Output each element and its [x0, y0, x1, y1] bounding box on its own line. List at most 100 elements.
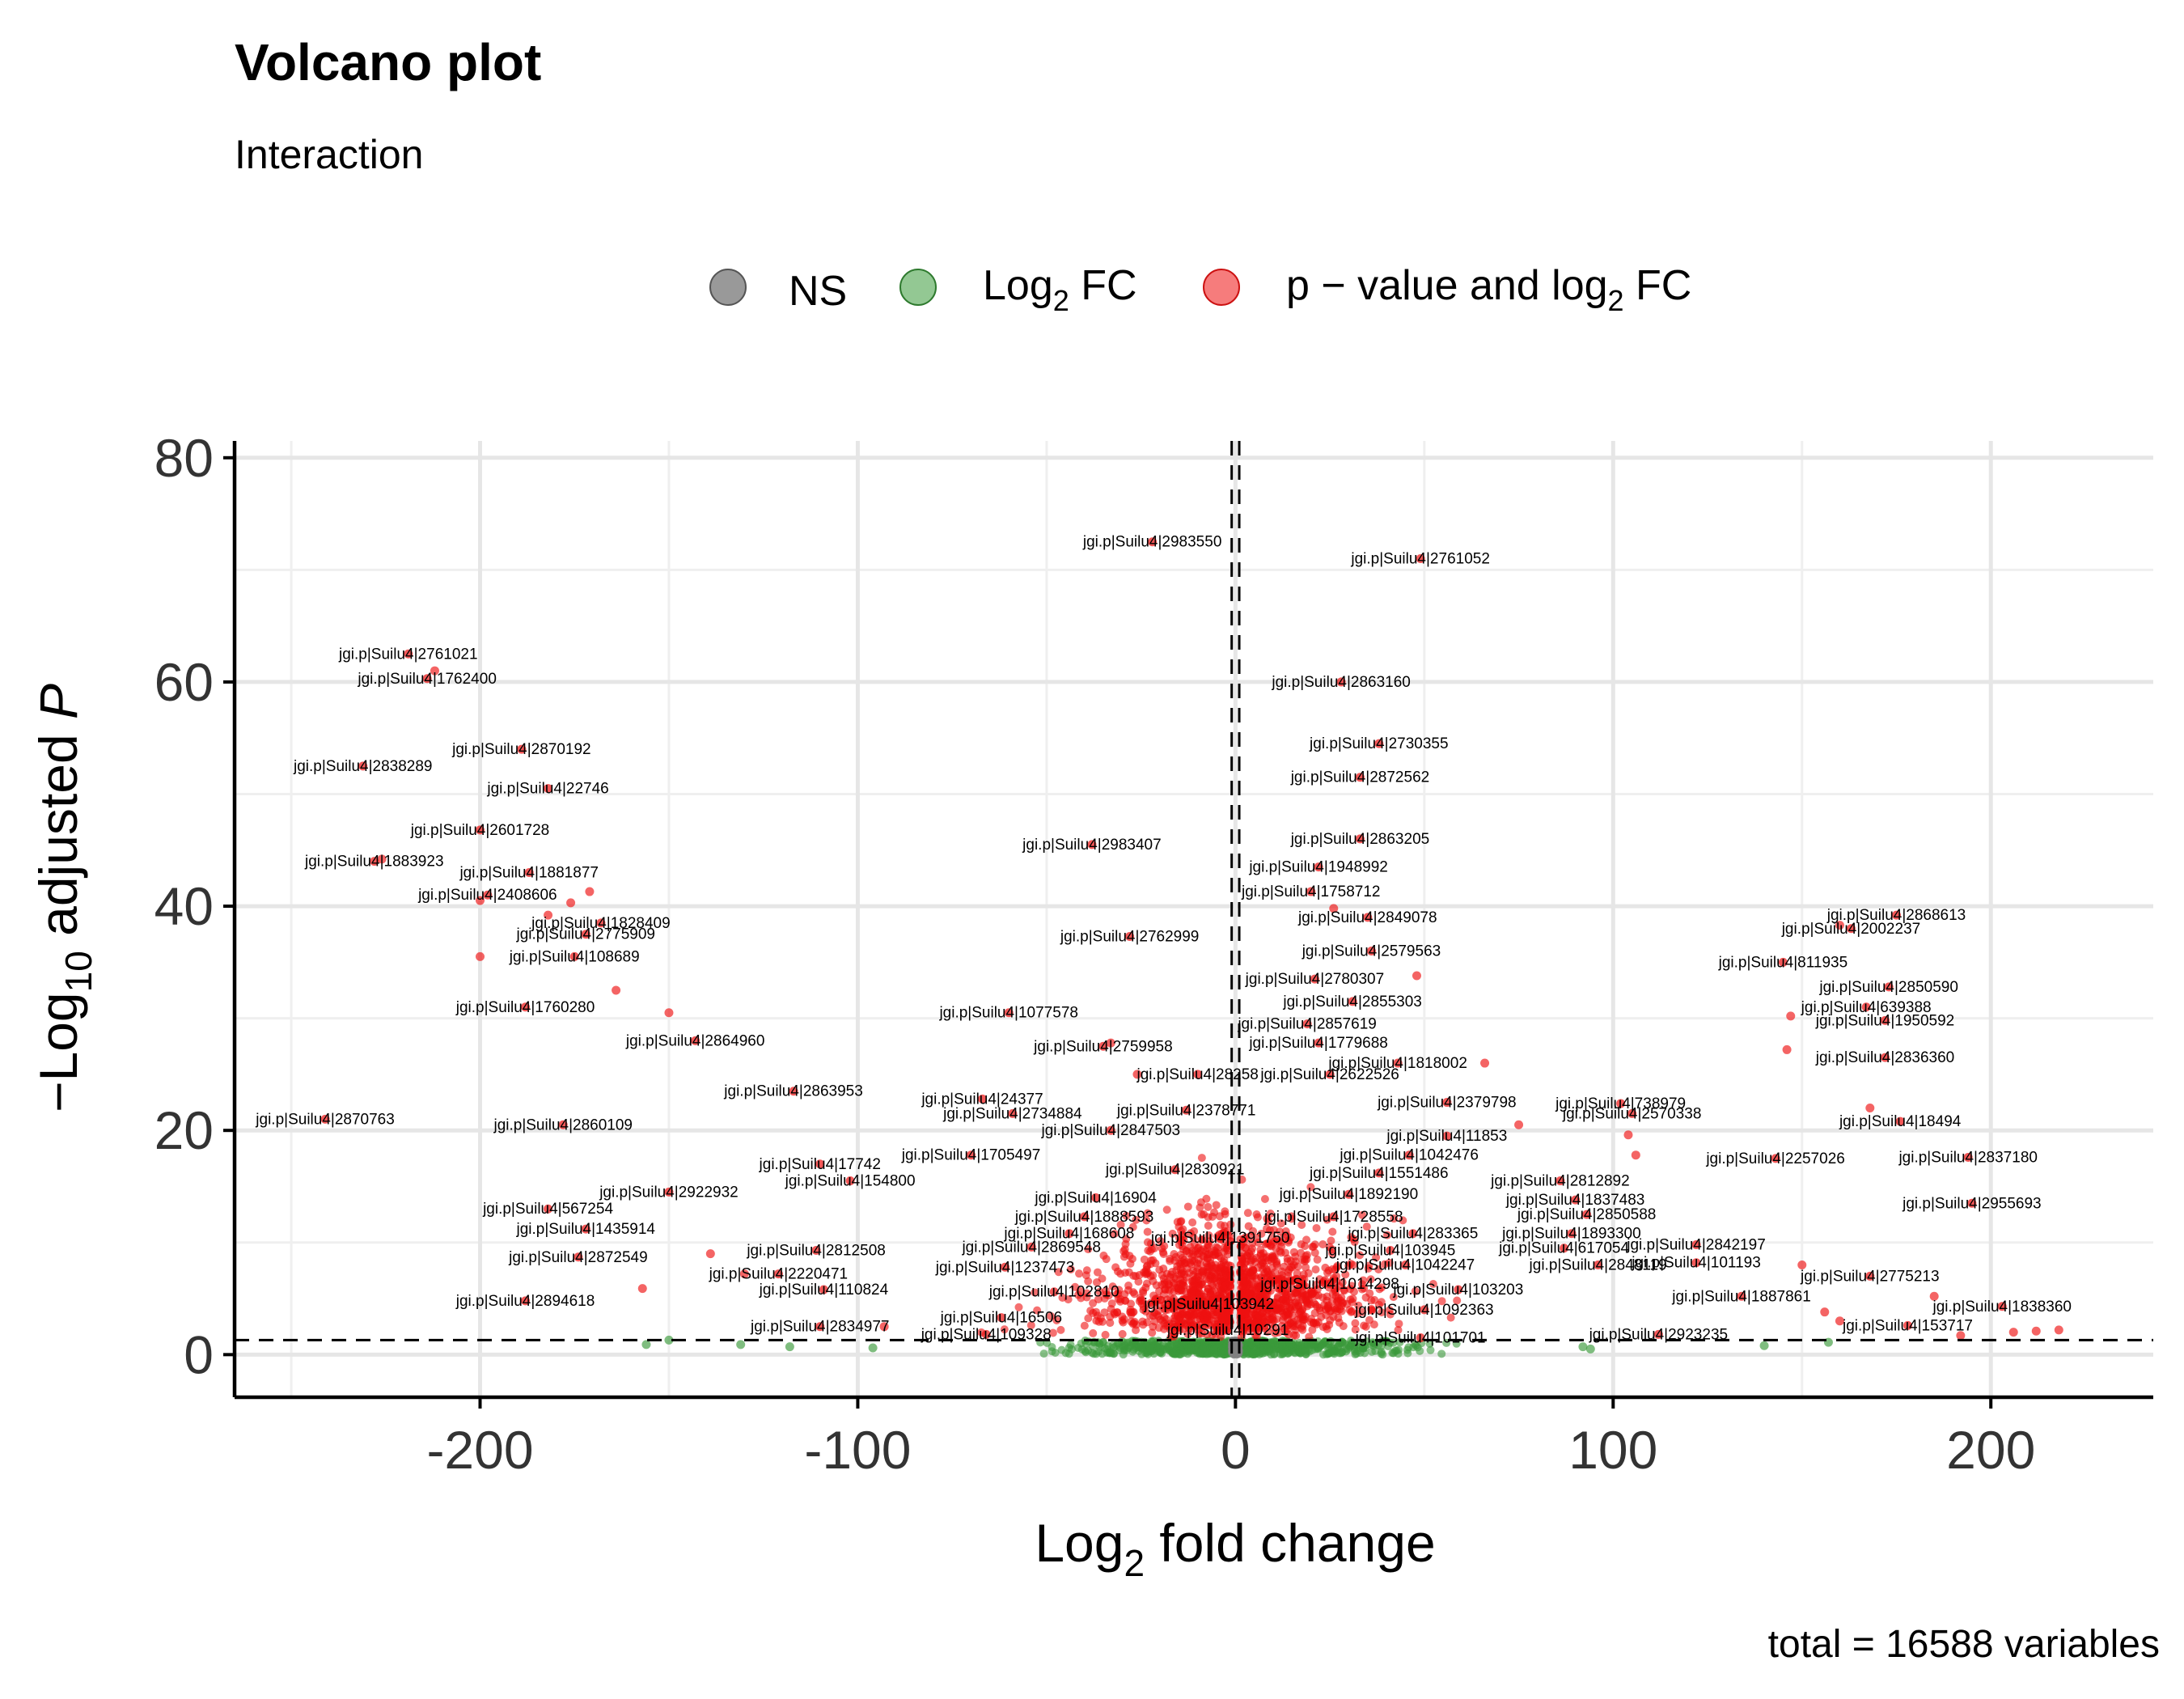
- point-sig: [1077, 1294, 1086, 1303]
- point-sig: [1328, 1227, 1337, 1236]
- point-log2fc: [785, 1342, 794, 1352]
- point-log2fc: [1578, 1342, 1588, 1352]
- point-sig: [1132, 1326, 1141, 1335]
- labeled-point: [1204, 1299, 1214, 1309]
- point-label: jgi.p|Suilu4|2855303: [1282, 994, 1422, 1011]
- point-sig: [1299, 1270, 1308, 1279]
- point-sig: [1118, 1312, 1127, 1321]
- point-sig: [1100, 1308, 1109, 1317]
- point-label: jgi.p|Suilu4|1887861: [1671, 1288, 1811, 1305]
- x-tick-label: 100: [1568, 1420, 1657, 1480]
- y-tick-label: 0: [184, 1324, 214, 1384]
- labeled-point: [1891, 910, 1901, 920]
- point-sig: [1288, 1263, 1297, 1272]
- point-sig: [1296, 1308, 1305, 1317]
- labeled-point: [581, 1224, 590, 1234]
- point-sig: [1239, 1327, 1248, 1336]
- labeled-point: [1560, 1244, 1569, 1253]
- point-label: jgi.p|Suilu4|2834977: [750, 1319, 890, 1336]
- point-log2fc: [641, 1340, 651, 1349]
- point-log2fc: [1217, 1349, 1225, 1358]
- point-label: jgi.p|Suilu4|2863205: [1290, 831, 1430, 848]
- x-axis-title: Log2 fold change: [1035, 1513, 1435, 1584]
- point-log2fc: [1259, 1344, 1268, 1353]
- labeled-point: [1442, 1098, 1452, 1108]
- labeled-point: [1416, 1333, 1425, 1343]
- point-sig: [1203, 1313, 1212, 1322]
- labeled-point: [1778, 957, 1788, 967]
- point-log2fc: [1371, 1346, 1380, 1355]
- point-sig: [1267, 1256, 1276, 1265]
- point-sig: [1309, 1242, 1318, 1251]
- labeled-point: [581, 930, 590, 939]
- point-sig: [1219, 1273, 1228, 1282]
- point-sig: [1114, 1289, 1123, 1298]
- labeled-point: [1880, 1015, 1890, 1025]
- point-sig: [1297, 1248, 1306, 1257]
- point-label: jgi.p|Suilu4|28258: [1136, 1066, 1258, 1083]
- grid: [235, 441, 2153, 1397]
- labeled-point: [1374, 739, 1384, 748]
- point-sig: [705, 1249, 715, 1259]
- point-sig: [1186, 1312, 1195, 1321]
- labeled-point: [1861, 1002, 1871, 1012]
- point-sig: [1188, 1218, 1197, 1227]
- point-sig: [1782, 1044, 1792, 1054]
- labeled-point: [691, 1036, 700, 1045]
- point-label: jgi.p|Suilu4|2734884: [942, 1105, 1082, 1122]
- point-sig: [544, 910, 553, 920]
- labeled-point: [1386, 1245, 1395, 1255]
- x-tick-label: 200: [1946, 1420, 2035, 1480]
- point-sig: [1138, 1296, 1147, 1305]
- point-log2fc: [664, 1335, 674, 1345]
- point-sig: [1102, 1286, 1111, 1295]
- point-sig: [1412, 971, 1421, 981]
- point-sig: [1082, 1266, 1091, 1275]
- point-sig: [1340, 1286, 1349, 1295]
- legend-key-log2fc: [899, 269, 937, 306]
- point-log2fc: [1184, 1344, 1193, 1353]
- labeled-point: [815, 1159, 825, 1169]
- y-axis-title: −Log10 adjusted P: [28, 684, 99, 1112]
- point-sig: [1276, 1247, 1285, 1256]
- point-label: jgi.p|Suilu4|1551486: [1309, 1165, 1449, 1182]
- point-sig: [1084, 1277, 1093, 1286]
- point-sig: [1014, 1303, 1023, 1311]
- point-sig: [1428, 1280, 1437, 1289]
- legend-key-ns: [709, 269, 747, 306]
- point-sig: [1362, 1222, 1371, 1231]
- point-log2fc: [1039, 1349, 1048, 1358]
- point-sig: [430, 666, 439, 676]
- point-sig: [1080, 1321, 1089, 1330]
- labeled-point: [1193, 1070, 1203, 1079]
- point-log2fc: [868, 1343, 878, 1353]
- point-label: jgi.p|Suilu4|2812508: [746, 1242, 886, 1259]
- point-log2fc: [1209, 1345, 1218, 1354]
- point-sig: [1259, 1248, 1268, 1257]
- labeled-point: [1393, 1058, 1403, 1068]
- point-sig: [1245, 1249, 1254, 1258]
- point-log2fc: [1123, 1345, 1132, 1354]
- point-sig: [1210, 1246, 1219, 1255]
- point-sig: [1820, 1307, 1830, 1317]
- point-log2fc: [1378, 1350, 1387, 1359]
- point-label: jgi.p|Suilu4|2842197: [1626, 1237, 1766, 1254]
- labeled-point: [664, 1187, 674, 1197]
- x-tick-label: -100: [804, 1420, 911, 1480]
- point-log2fc: [1304, 1345, 1313, 1354]
- point-sig: [1148, 1328, 1157, 1337]
- labeled-point: [1884, 982, 1894, 992]
- point-sig: [1181, 1297, 1190, 1306]
- point-sig: [1192, 1267, 1201, 1276]
- point-sig: [612, 985, 621, 995]
- point-sig: [1274, 1237, 1283, 1246]
- point-label: jgi.p|Suilu4|22746: [486, 781, 608, 798]
- labeled-point: [1567, 1229, 1577, 1239]
- point-sig: [566, 898, 576, 908]
- point-label: jgi.p|Suilu4|2761052: [1350, 550, 1490, 567]
- point-label: jgi.p|Suilu4|16904: [1034, 1189, 1157, 1206]
- chart-title: Volcano plot: [235, 33, 542, 91]
- point-sig: [1221, 1307, 1230, 1316]
- point-sig: [1341, 1270, 1350, 1279]
- point-sig: [1358, 1210, 1367, 1219]
